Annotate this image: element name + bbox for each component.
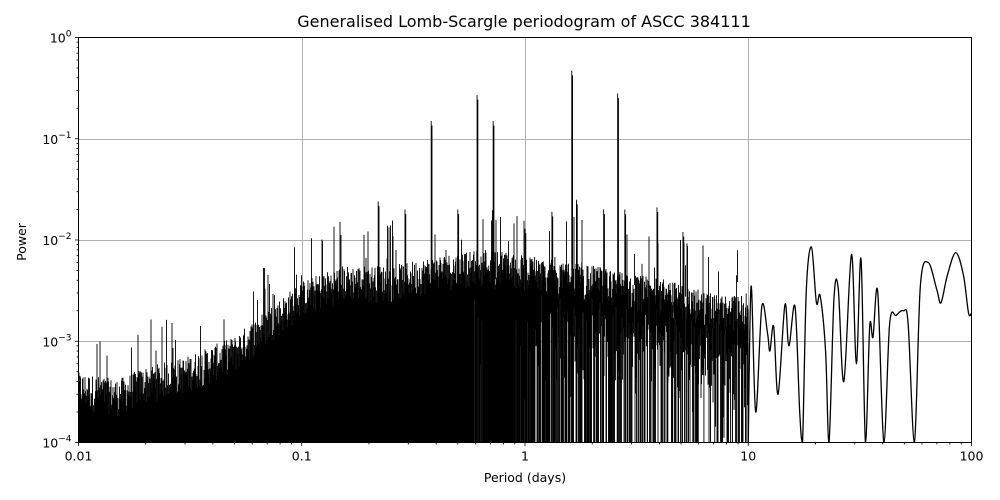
x-tick-label: 0.01	[65, 449, 93, 464]
x-tick-label: 1	[521, 449, 529, 464]
dense-spectrum	[78, 70, 749, 443]
y-tick-label: 100	[50, 30, 72, 46]
x-axis: 0.01 0.1 1 10 100	[65, 442, 984, 464]
y-tick-label: 10−1	[42, 131, 71, 147]
long-period-curve	[747, 246, 973, 444]
chart-title: Generalised Lomb-Scargle periodogram of …	[297, 12, 751, 31]
y-tick-label: 10−2	[42, 232, 71, 248]
y-axis-label: Power	[14, 222, 29, 261]
y-tick-label: 10−3	[42, 333, 71, 349]
y-tick-label: 10−4	[42, 435, 71, 451]
x-tick-label: 0.1	[292, 449, 312, 464]
x-tick-label: 100	[960, 449, 984, 464]
x-tick-label: 10	[740, 449, 756, 464]
x-axis-label: Period (days)	[484, 470, 566, 485]
y-axis: 10−4 10−3 10−2 10−1 100	[42, 30, 79, 451]
